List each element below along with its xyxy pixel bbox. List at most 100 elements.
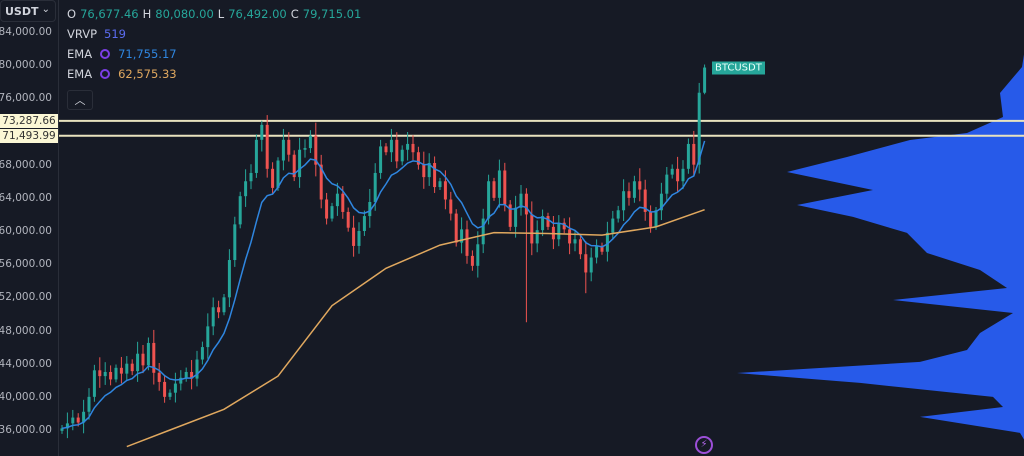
y-tick-label: 68,000.00 [0,158,52,171]
vrvp-row[interactable]: VRVP 519 [67,24,361,44]
candle-body [519,193,523,208]
candle-body [146,342,150,366]
y-tick-label: 36,000.00 [0,424,52,436]
ema-fast-value: 71,755.17 [118,47,177,61]
candle-body [389,139,393,153]
vrvp-value: 519 [104,27,126,41]
candle-body [249,172,253,182]
candle-body [476,244,480,266]
level-price-tag: 73,287.66 [0,113,58,128]
candle-body [530,214,534,244]
candle-body [98,370,102,377]
candle-body [292,154,296,178]
candle-body [654,210,658,227]
candle-body [384,146,388,153]
candle-body [233,224,237,261]
candle-body [335,193,339,207]
loading-cycle-icon [100,49,111,59]
candle-body [665,174,669,194]
candle-body [460,229,464,243]
candle-body [411,143,415,153]
level-price-tag: 71,493.99 [0,128,58,143]
candle-body [416,152,420,165]
candle-body [217,307,221,313]
y-tick-label: 60,000.00 [0,225,52,237]
candle-body [298,149,302,178]
candle-body [492,181,496,198]
candle-body [260,124,264,140]
candle-body [265,124,269,169]
ema-fast-label: EMA [67,47,93,61]
symbol-label: USDT [5,5,39,18]
candle-body [330,206,334,219]
candle-body [173,383,177,393]
candle-body [605,232,609,252]
candle-body [422,164,426,178]
vrvp-label: VRVP [67,27,98,41]
candle-body [157,372,161,382]
candle-body [60,428,64,431]
candle-body [649,211,653,227]
low-label: L [217,7,225,21]
high-value: 80,080.00 [155,7,214,21]
price-axis[interactable]: 84,000.00 80,000.00 76,000.00 68,000.00 64,0… [0,0,59,456]
chevron-up-icon: ︿ [74,94,86,107]
current-price-tag: BTCUSDT [712,61,765,75]
candle-body [681,168,685,182]
candle-body [595,245,599,258]
candle-body [406,143,410,150]
candle-body [487,181,491,219]
candle-body [303,148,307,150]
candle-body [238,196,242,225]
candle-body [341,193,345,212]
ema-fast-row[interactable]: EMA 71,755.17 [67,44,361,64]
candle-body [200,347,204,360]
close-value: 79,715.01 [302,7,362,21]
ema-slow-row[interactable]: EMA 62,575.33 [67,64,361,84]
candle-body [308,135,312,149]
candle-body [546,216,550,227]
candle-body [271,168,275,188]
candle-body [611,218,615,233]
candle-body [573,239,577,244]
candle-body [314,135,318,165]
candle-body [82,411,86,423]
candle-body [670,168,674,175]
candle-body [244,181,248,197]
candle-body [676,168,680,182]
y-tick-label: 56,000.00 [0,258,52,271]
close-label: C [290,7,299,21]
y-tick-label: 80,000.00 [0,59,52,72]
symbol-select[interactable]: USDT ⌄ [0,0,56,22]
candle-body [470,255,474,266]
candle-body [287,139,291,155]
candle-body [136,353,140,372]
candle-body [433,163,437,188]
candle-body [535,230,539,244]
candle-body [152,342,156,373]
candle-body [352,227,356,246]
candle-body [325,199,329,219]
candle-body [227,260,231,298]
lightning-icon[interactable]: ⚡ [695,436,713,454]
candle-body [222,297,226,313]
candle-body [449,199,453,214]
candle-body [276,160,280,188]
ohlc-row: O 76,677.46 H 80,080.00 L 76,492.00 C 79,715… [67,4,361,24]
collapse-legend-button[interactable]: ︿ [67,90,93,110]
candle-body [465,229,469,256]
candle-body [379,146,383,173]
candle-body [454,213,458,243]
candle-body [643,189,647,212]
candle-body [697,92,701,165]
candle-body [443,181,447,200]
ema-fast-line [61,140,706,430]
candle-body [254,139,258,173]
candle-body [168,392,172,397]
candle-body [319,164,323,200]
candle-body [627,191,631,198]
candle-body [368,201,372,217]
candle-body [622,191,626,211]
low-value: 76,492.00 [228,7,287,21]
